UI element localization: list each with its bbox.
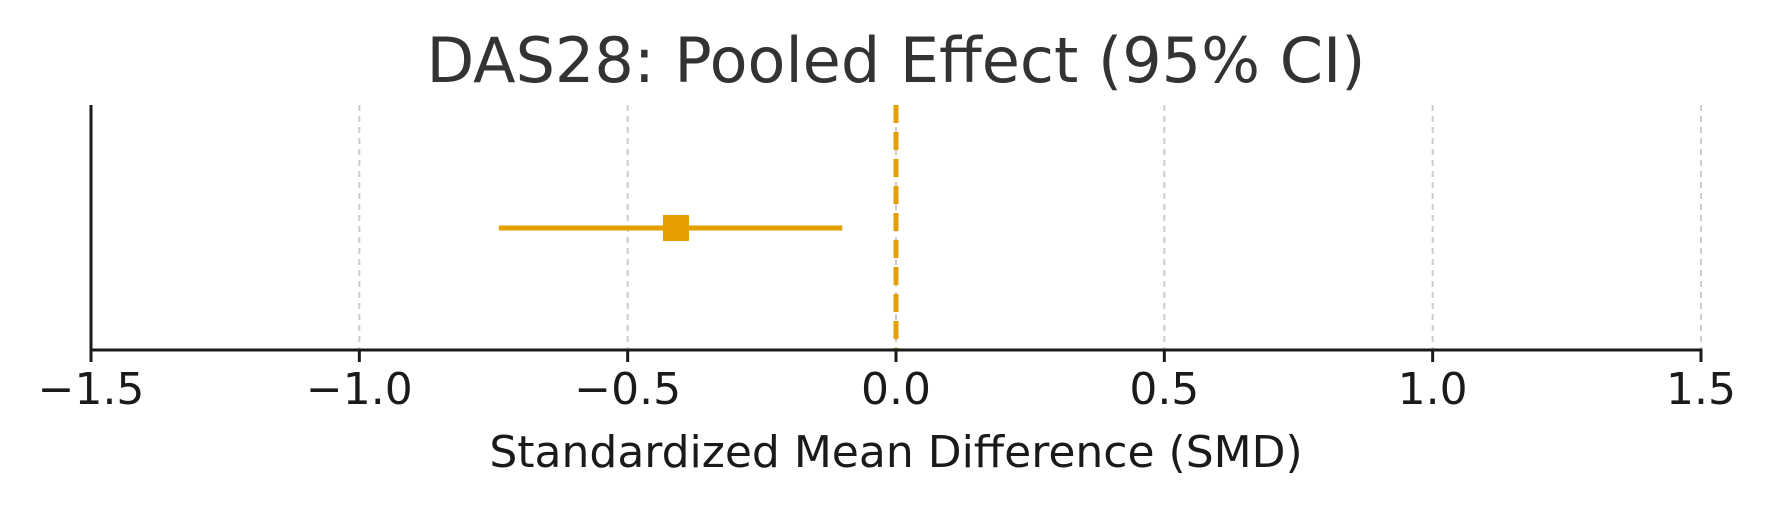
- effect-marks: [498, 215, 843, 241]
- x-tick-label: −1.0: [306, 364, 413, 415]
- x-tick-label: −0.5: [574, 364, 681, 415]
- x-axis-label: Standardized Mean Difference (SMD): [489, 427, 1302, 478]
- pooled-estimate-marker: [662, 215, 689, 241]
- x-tick-label: −1.5: [38, 364, 145, 415]
- x-axis-ticks: −1.5 −1.0 −0.5 0.0 0.5 1.0 1.5: [38, 350, 1736, 415]
- x-tick-label: 0.5: [1129, 364, 1199, 415]
- x-tick-label: 0.0: [861, 364, 931, 415]
- chart-title: DAS28: Pooled Effect (95% CI): [427, 24, 1366, 97]
- x-tick-label: 1.0: [1398, 364, 1468, 415]
- x-tick-label: 1.5: [1666, 364, 1736, 415]
